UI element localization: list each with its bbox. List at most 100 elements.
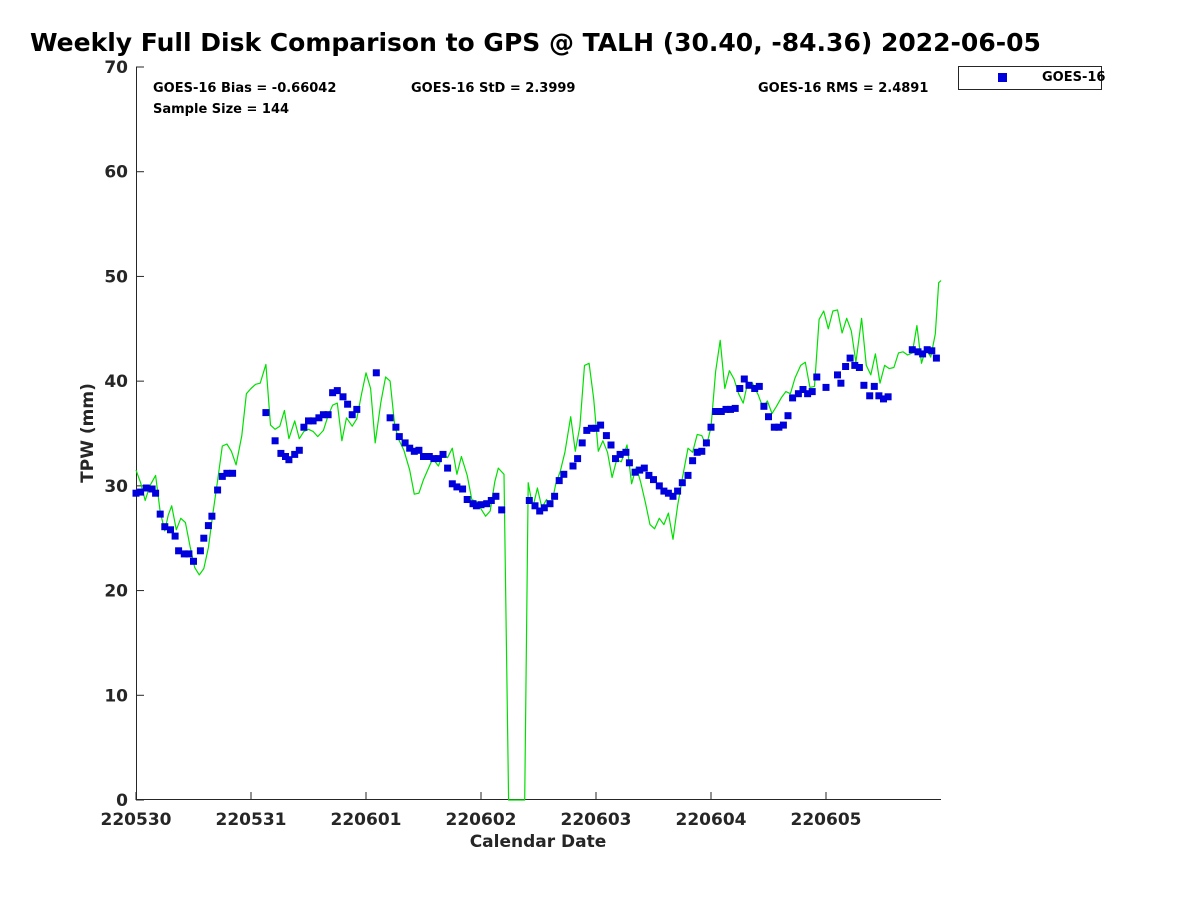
goes16-marker (185, 550, 193, 558)
goes16-marker (348, 411, 356, 419)
goes16-marker (616, 450, 624, 458)
goes16-marker (498, 506, 506, 514)
goes16-marker (492, 492, 500, 500)
goes16-marker (587, 424, 595, 432)
goes16-marker (631, 468, 639, 476)
y-axis-ticks: 0 10 20 30 40 50 60 70 (104, 58, 144, 811)
goes16-marker (190, 557, 197, 565)
goes16-marker (229, 469, 237, 477)
goes16-marker (305, 417, 312, 425)
goes16-marker (928, 347, 936, 355)
goes16-marker (755, 382, 763, 390)
goes16-marker (698, 447, 706, 455)
goes16-marker (650, 476, 657, 484)
legend-label: GOES-16 (1042, 70, 1105, 85)
goes16-marker (602, 432, 610, 440)
goes16-marker (731, 404, 739, 412)
goes16-marker (531, 502, 539, 510)
goes16-marker (736, 385, 744, 392)
goes16-marker (669, 492, 677, 500)
goes16-marker (712, 408, 720, 415)
goes16-marker (300, 423, 308, 431)
goes16-marker (487, 497, 495, 504)
goes16-marker (765, 413, 772, 421)
goes16-marker (678, 479, 686, 487)
goes16-marker (410, 447, 418, 455)
goes16-marker (208, 512, 216, 520)
goes16-marker (846, 354, 854, 362)
goes16-marker (463, 496, 471, 503)
y-tick-label: 40 (104, 372, 128, 392)
x-tick-label: 220530 (101, 810, 172, 830)
y-tick-label: 0 (116, 791, 128, 811)
goes16-marker (569, 462, 577, 470)
goes16-marker (664, 489, 672, 497)
y-tick-label: 70 (104, 58, 128, 78)
goes16-marker (262, 409, 270, 417)
goes16-marker (439, 450, 447, 458)
y-tick-label: 20 (104, 582, 128, 602)
goes16-marker (625, 459, 633, 467)
goes16-marker (640, 464, 648, 472)
goes16-marker (592, 424, 600, 432)
goes16-marker (727, 405, 734, 413)
goes16-marker (612, 455, 619, 463)
goes16-marker (880, 395, 887, 403)
goes16-marker (415, 446, 423, 454)
goes16-marker (200, 534, 208, 542)
goes16-marker (740, 375, 748, 383)
chart-title: Weekly Full Disk Comparison to GPS @ TAL… (30, 28, 1041, 57)
plot-area (136, 67, 941, 800)
x-tick-label: 220604 (676, 810, 747, 830)
goes16-markers-layer (132, 346, 940, 565)
goes16-marker (324, 411, 332, 419)
goes16-marker (674, 487, 682, 495)
goes16-marker (660, 487, 668, 495)
goes16-marker (855, 364, 863, 371)
goes16-marker (271, 437, 279, 445)
goes16-marker (919, 350, 927, 358)
goes16-marker (837, 379, 845, 387)
goes16-marker (483, 500, 491, 508)
goes16-marker (914, 348, 922, 356)
goes16-marker (430, 455, 438, 463)
goes16-marker (908, 346, 916, 354)
goes16-marker (751, 385, 759, 392)
goes16-marker (137, 488, 145, 496)
goes16-marker (525, 497, 533, 504)
goes16-marker (386, 414, 394, 422)
legend-marker (998, 73, 1007, 82)
goes16-marker (425, 453, 433, 460)
goes16-marker (775, 423, 783, 431)
x-tick-label: 220605 (791, 810, 862, 830)
goes16-marker (684, 471, 692, 479)
goes16-marker (277, 449, 285, 457)
goes16-marker (434, 455, 442, 463)
goes16-marker (223, 469, 231, 477)
x-tick-label: 220603 (561, 810, 632, 830)
goes16-marker (574, 455, 582, 463)
goes16-marker (607, 441, 615, 449)
goes16-marker (546, 500, 554, 508)
legend-box (958, 66, 1102, 90)
goes16-marker (636, 466, 644, 474)
goes16-marker (372, 369, 380, 377)
goes16-marker (870, 382, 878, 390)
goes16-marker (655, 482, 663, 490)
goes16-marker (329, 389, 337, 397)
goes16-marker (142, 484, 150, 492)
goes16-marker (459, 485, 467, 493)
goes16-marker (344, 400, 352, 408)
rms-stat: GOES-16 RMS = 2.4891 (758, 81, 928, 96)
goes16-marker (309, 417, 317, 425)
goes16-marker (851, 361, 859, 369)
gps-tpw-line (135, 280, 942, 801)
goes16-marker (789, 394, 797, 402)
goes16-marker (693, 448, 701, 456)
goes16-marker (156, 510, 164, 518)
goes16-marker (353, 405, 361, 413)
bias-stat: GOES-16 Bias = -0.66042 (153, 81, 336, 96)
y-tick-label: 10 (104, 686, 128, 706)
goes16-marker (291, 450, 299, 458)
